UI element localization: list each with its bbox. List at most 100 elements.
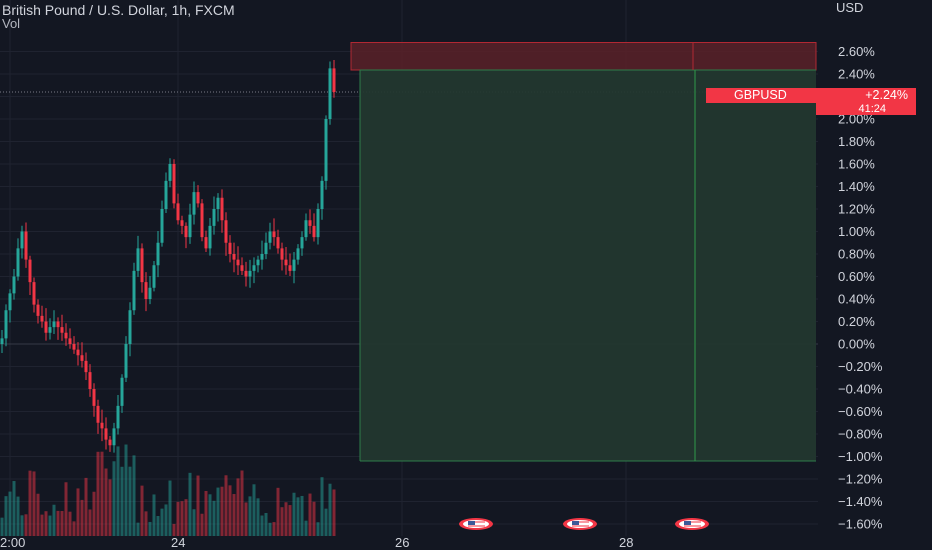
volume-bar — [240, 470, 244, 536]
economic-events[interactable] — [459, 518, 709, 530]
volume-bar — [244, 502, 248, 536]
candle-body — [264, 242, 268, 254]
candle-body — [176, 203, 180, 221]
candle-body — [232, 254, 236, 260]
candle-body — [252, 265, 256, 271]
candle-body — [136, 248, 140, 271]
volume-bar — [0, 517, 4, 536]
volume-bar — [308, 493, 312, 536]
long-position-tool[interactable] — [350, 42, 817, 462]
candle-body — [72, 344, 76, 350]
volume-bar — [252, 484, 256, 536]
candle-body — [124, 344, 128, 378]
volume-bar — [140, 485, 144, 536]
volume-bar — [272, 522, 276, 536]
candle-body — [212, 209, 216, 226]
volume-bar — [248, 496, 252, 536]
volume-bar — [132, 455, 136, 536]
candle-body — [76, 349, 80, 356]
candle-body — [192, 192, 196, 215]
volume-bar — [204, 490, 208, 536]
candle-body — [68, 338, 72, 344]
candle-body — [284, 259, 288, 266]
volume-bar — [16, 496, 20, 536]
candle-body — [0, 338, 4, 344]
volume-bar — [208, 494, 212, 536]
event-icon-face — [463, 520, 489, 528]
volume-bar — [296, 497, 300, 536]
volume-bar — [80, 499, 84, 536]
candle-body — [140, 248, 144, 283]
volume-bar — [100, 451, 104, 536]
candle-body — [328, 68, 332, 119]
candle-body — [228, 242, 232, 254]
candlestick-series — [0, 60, 336, 453]
event-icon-canton — [684, 521, 691, 525]
y-tick-label: 1.60% — [838, 157, 875, 172]
us-flag-icon[interactable] — [563, 518, 597, 530]
volume-bar — [76, 488, 80, 536]
event-icon-canton — [468, 521, 475, 525]
currency-label: USD — [836, 0, 864, 15]
volume-bar — [124, 444, 128, 536]
volume-bar — [220, 486, 224, 536]
candle-body — [20, 231, 24, 249]
candle-body — [324, 119, 328, 181]
volume-bar — [288, 505, 292, 536]
volume-bar — [276, 487, 280, 536]
y-tick-label: −1.60% — [838, 517, 883, 532]
candle-body — [128, 310, 132, 344]
volume-bar — [108, 479, 112, 536]
candle-body — [208, 225, 212, 249]
candle-body — [36, 304, 40, 316]
candle-body — [108, 439, 112, 446]
volume-bar — [184, 499, 188, 536]
volume-bar — [212, 500, 216, 536]
bar-countdown: 41:24 — [816, 103, 916, 115]
candle-body — [332, 68, 336, 92]
volume-bar — [8, 491, 12, 536]
volume-bar — [48, 515, 52, 536]
candle-body — [292, 259, 296, 271]
y-tick-label: 2.40% — [838, 67, 875, 82]
volume-bar — [152, 494, 156, 536]
time-axis[interactable]: 2:00 24 26 28 — [0, 535, 633, 550]
us-flag-icon[interactable] — [675, 518, 709, 530]
y-tick-label: 2.60% — [838, 44, 875, 59]
volume-bar — [328, 483, 332, 536]
volume-bar — [120, 466, 124, 536]
candle-body — [96, 405, 100, 423]
x-tick-label: 2:00 — [0, 535, 25, 550]
y-tick-label: 0.60% — [838, 269, 875, 284]
candle-body — [268, 231, 272, 243]
y-tick-label: 1.00% — [838, 224, 875, 239]
candle-body — [52, 321, 56, 328]
volume-bar — [268, 522, 272, 536]
candle-body — [8, 293, 12, 311]
volume-bar — [280, 507, 284, 536]
candle-body — [28, 259, 32, 283]
y-tick-label: −1.40% — [838, 494, 883, 509]
volume-bar — [40, 514, 44, 536]
volume-bar — [144, 511, 148, 536]
price-axis[interactable]: 2.60%2.40%2.20%2.00%1.80%1.60%1.40%1.20%… — [838, 44, 883, 532]
volume-bar — [36, 493, 40, 536]
candle-body — [48, 327, 52, 333]
candle-body — [120, 377, 124, 406]
volume-bar — [216, 487, 220, 536]
volume-bar — [4, 496, 8, 536]
us-flag-icon[interactable] — [459, 518, 493, 530]
candle-body — [60, 327, 64, 333]
candle-body — [184, 225, 188, 238]
candle-body — [100, 422, 104, 429]
volume-bar — [148, 521, 152, 536]
badge-symbol: GBPUSD — [734, 88, 787, 102]
candle-body — [204, 237, 208, 249]
y-tick-label: 0.40% — [838, 292, 875, 307]
volume-bar — [24, 514, 28, 536]
volume-bar — [180, 501, 184, 536]
y-tick-label: 0.80% — [838, 247, 875, 262]
stop-loss-zone — [350, 42, 817, 71]
candle-body — [248, 270, 252, 277]
